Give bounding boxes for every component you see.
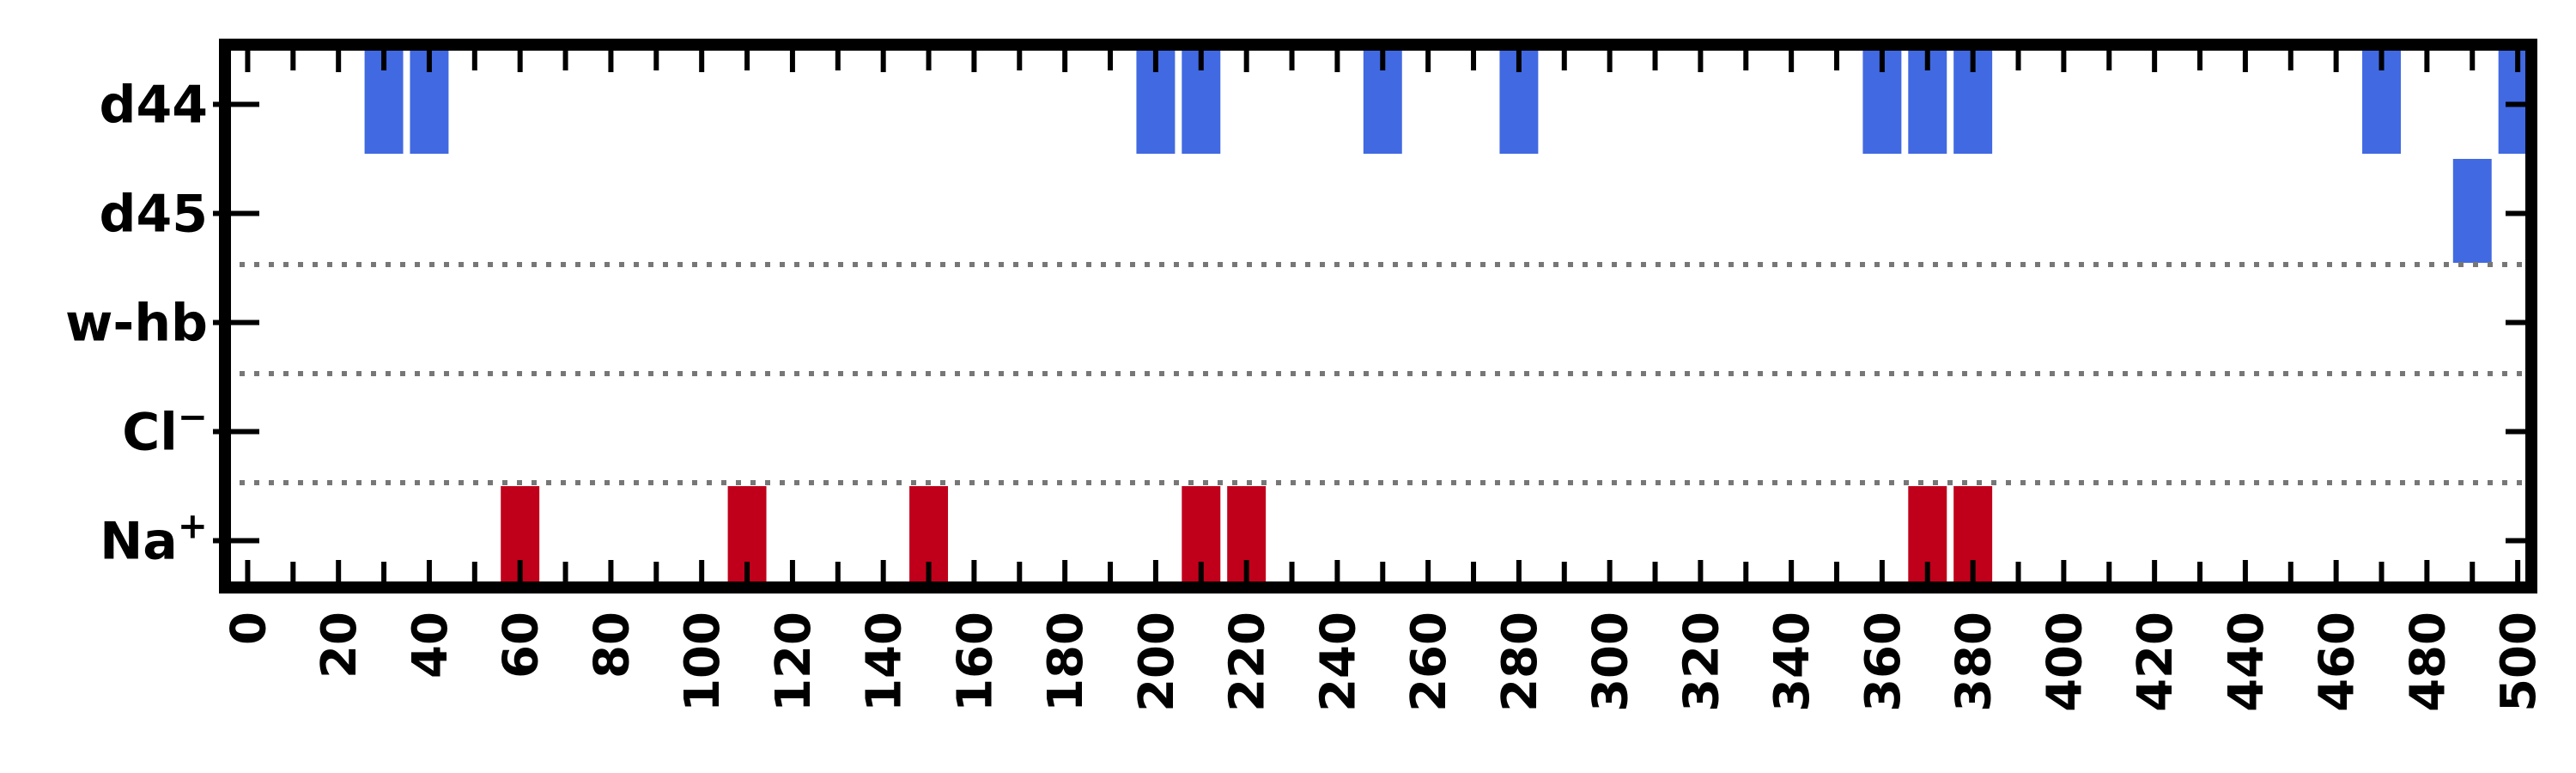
x-tick-label: 80 — [584, 612, 640, 679]
x-tick-label: 240 — [1310, 612, 1366, 712]
x-tick-label: 420 — [2128, 612, 2184, 712]
event-bar — [2452, 159, 2492, 263]
x-axis-labels: 0 20 40 60 80 100 120 140 160 180 200 220 240 260 280 3… — [221, 612, 2547, 712]
y-label-d44: d44 — [100, 76, 208, 136]
y-label-cl: Cl− — [122, 396, 208, 463]
x-tick-label: 360 — [1856, 612, 1911, 712]
x-tick-label: 220 — [1220, 612, 1276, 712]
x-tick-label: 180 — [1038, 612, 1094, 712]
x-tick-label: 0 — [221, 612, 276, 645]
x-tick-label: 460 — [2310, 612, 2366, 712]
y-label-na: Na+ — [100, 505, 208, 572]
x-tick-label: 40 — [403, 612, 459, 679]
x-tick-label: 480 — [2400, 612, 2456, 712]
x-tick-label: 440 — [2219, 612, 2275, 712]
y-label-w-hb: w-hb — [65, 294, 208, 354]
x-tick-label: 400 — [2037, 612, 2093, 712]
event-bars — [364, 50, 2531, 590]
x-tick-label: 380 — [1947, 612, 2002, 712]
x-tick-label: 20 — [312, 612, 368, 679]
x-tick-label: 120 — [766, 612, 822, 712]
x-tick-label: 340 — [1765, 612, 1820, 712]
x-tick-label: 300 — [1583, 612, 1639, 712]
plot-frame — [219, 39, 2537, 593]
x-tick-label: 280 — [1492, 612, 1548, 712]
group-separators — [225, 262, 2531, 485]
y-label-d45: d45 — [100, 185, 208, 245]
y-axis-labels: d44 d45 w-hb Cl− Na+ — [65, 76, 208, 572]
x-tick-label: 100 — [675, 612, 731, 712]
x-tick-label: 500 — [2491, 612, 2547, 712]
x-tick-label: 160 — [947, 612, 1003, 712]
x-tick-label: 260 — [1401, 612, 1457, 712]
x-tick-label: 60 — [494, 612, 550, 679]
x-tick-label: 140 — [857, 612, 913, 712]
x-tick-label: 200 — [1129, 612, 1185, 712]
x-tick-label: 320 — [1674, 612, 1729, 712]
